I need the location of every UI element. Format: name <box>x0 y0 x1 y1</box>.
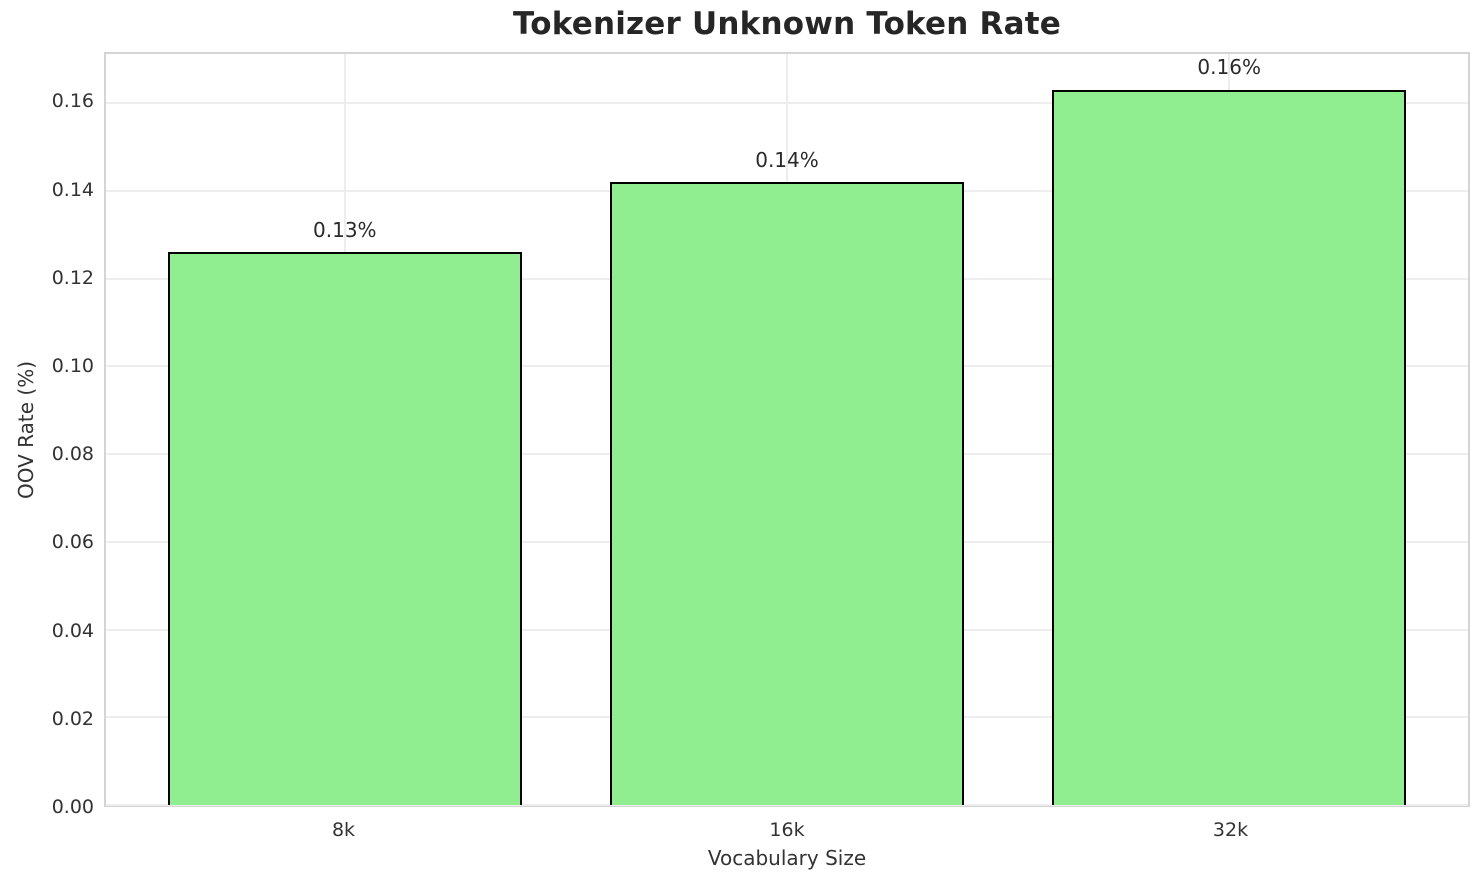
y-tick-label: 0.14 <box>51 178 94 201</box>
x-axis-label: Vocabulary Size <box>707 846 867 870</box>
chart-title: Tokenizer Unknown Token Rate <box>513 6 1061 42</box>
y-gridline <box>106 804 1468 806</box>
bar-value-label: 0.16% <box>1197 55 1261 80</box>
bar <box>167 252 522 805</box>
x-tick-label: 32k <box>1212 819 1249 841</box>
plot-area: 0.13% 0.14% 0.16% <box>104 52 1470 807</box>
x-tick-label: 16k <box>769 819 805 841</box>
y-tick-label: 0.00 <box>51 796 94 818</box>
bar-value-label: 0.13% <box>313 218 377 243</box>
x-tick-label: 8k <box>331 819 356 841</box>
y-tick-label: 0.08 <box>51 443 94 466</box>
bar-value-label: 0.14% <box>755 147 819 172</box>
y-axis-ticks: 0.00 0.02 0.04 0.06 0.08 0.10 0.12 0.14 0.16 <box>0 52 104 818</box>
y-tick-label: 0.04 <box>51 619 94 642</box>
bar <box>1052 89 1407 805</box>
y-tick-label: 0.12 <box>51 266 94 289</box>
y-tick-label: 0.06 <box>51 531 94 554</box>
x-axis-ticks: 8k 16k 32k <box>104 818 1470 846</box>
y-tick-label: 0.02 <box>51 707 94 730</box>
y-tick-label: 0.16 <box>51 90 94 113</box>
bar <box>610 182 964 805</box>
y-tick-label: 0.10 <box>51 354 94 377</box>
